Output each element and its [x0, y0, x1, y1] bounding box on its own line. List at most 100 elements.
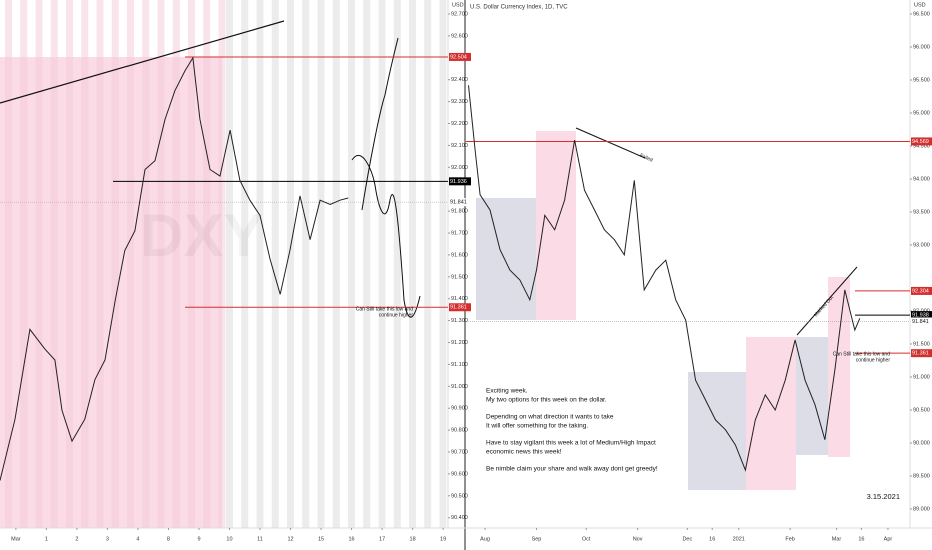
price-label-box [449, 303, 471, 312]
annotation: continue higher [856, 357, 891, 363]
annotation: Failed [639, 153, 654, 164]
trendline [575, 127, 646, 159]
chart-title: U.S. Dollar Currency Index, 1D, TVC [470, 5, 568, 11]
x-tick-label: 18 [410, 536, 416, 542]
y-tick-label: 92.100 [451, 143, 468, 149]
y-tick-label: 94.000 [913, 176, 930, 182]
note-line: Have to stay vigilant this week a lot of… [486, 440, 656, 447]
x-tick-label: 4 [136, 536, 139, 542]
session-stripe [188, 0, 195, 528]
price-label: 91.841 [912, 319, 929, 325]
price-label: 92.304 [912, 288, 929, 294]
y-tick-label: 91.400 [451, 296, 468, 302]
session-stripe [287, 0, 294, 528]
session-stripe [226, 0, 233, 528]
y-tick-label: 90.500 [451, 493, 468, 499]
y-tick-label: 93.000 [913, 242, 930, 248]
y-tick-label: 90.700 [451, 449, 468, 455]
y-tick-label: 92.400 [451, 77, 468, 83]
session-stripe [439, 0, 447, 528]
x-tick-label: 19 [440, 536, 446, 542]
session-stripe [241, 0, 249, 528]
session-stripe [393, 0, 401, 528]
y-tick-label: 89.500 [913, 473, 930, 479]
session-stripe [157, 0, 165, 528]
note-line: It will offer something for the taking. [486, 423, 588, 430]
session-stripe [35, 0, 43, 528]
y-tick-label: 91.600 [451, 252, 468, 258]
y-tick-label: 92.600 [451, 33, 468, 39]
session-stripe [5, 0, 12, 528]
x-tick-label: Feb [785, 536, 794, 542]
price-label-box [449, 198, 471, 207]
y-tick-label: 90.600 [451, 471, 468, 477]
price-label: 91.936 [450, 179, 467, 185]
trendline [0, 20, 285, 104]
price-label: 94.569 [912, 139, 929, 145]
session-stripe [332, 0, 340, 528]
y-tick-label: 91.000 [451, 384, 468, 390]
watermark: DXY [140, 202, 263, 269]
session-stripe [50, 0, 58, 528]
price-label-box [911, 317, 932, 326]
y-tick-label: 91.500 [451, 274, 468, 280]
price-line [0, 56, 349, 481]
note-line: Be nimble claim your share and walk away… [486, 466, 658, 473]
session-stripe [218, 0, 226, 528]
y-tick-label: 96.000 [913, 44, 930, 50]
x-tick-label: Oct [582, 536, 591, 542]
x-tick-label: Apr [884, 536, 893, 542]
y-tick-label: 90.000 [913, 440, 930, 446]
x-tick-label: 9 [197, 536, 200, 542]
x-tick-label: Mar [11, 536, 21, 542]
session-stripe [66, 0, 73, 528]
price-label: 91.938 [912, 313, 929, 319]
session-stripe [96, 0, 104, 528]
x-tick-label: 2021 [733, 536, 745, 542]
y-tick-label: 96.500 [913, 11, 930, 17]
annotation: Can Still take this low and [833, 351, 890, 357]
y-tick-label: 91.200 [451, 340, 468, 346]
x-tick-label: 12 [287, 536, 293, 542]
x-tick-label: 8 [167, 536, 170, 542]
y-tick-label: 90.900 [451, 406, 468, 412]
x-tick-label: 2 [75, 536, 78, 542]
price-label-box [911, 286, 932, 295]
session-stripe [363, 0, 371, 528]
y-tick-label: 94.500 [913, 143, 930, 149]
note-line: economic news this week! [486, 449, 562, 456]
trendline [796, 266, 858, 336]
x-tick-label: 1 [45, 536, 48, 542]
session-stripe [302, 0, 310, 528]
price-label-box [449, 177, 471, 186]
x-tick-label: Nov [633, 536, 643, 542]
session-stripe [20, 0, 28, 528]
y-tick-label: 89.000 [913, 506, 930, 512]
price-label-box [911, 137, 932, 146]
session-stripe [172, 0, 180, 528]
y-tick-label: 91.000 [913, 374, 930, 380]
note-date: 3.15.2021 [867, 492, 900, 501]
session-stripe [111, 0, 119, 528]
zones [0, 0, 850, 528]
y-tick-label: 90.800 [451, 428, 468, 434]
range-box [688, 372, 746, 490]
session-stripe [409, 0, 416, 528]
session-stripe [424, 0, 432, 528]
session-stripe [317, 0, 325, 528]
range-box [476, 198, 536, 320]
session-stripe [142, 0, 150, 528]
session-stripe [256, 0, 264, 528]
session-stripe [81, 0, 89, 528]
axis-title: USD [914, 2, 926, 8]
x-tick-label: 16 [349, 536, 355, 542]
session-stripe [348, 0, 355, 528]
axis-title: USD [452, 2, 464, 8]
y-tick-label: 90.400 [451, 515, 468, 521]
x-tick-label: Dec [682, 536, 692, 542]
x-tick-label: 16 [858, 536, 864, 542]
note-line: Exciting week. [486, 388, 528, 395]
session-stripe [127, 0, 134, 528]
note-line: Depending on what direction it wants to … [486, 414, 614, 421]
